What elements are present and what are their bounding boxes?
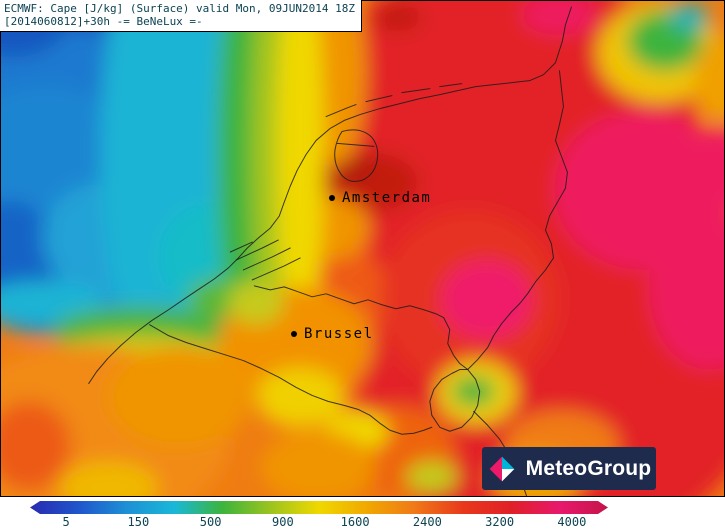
scale-tick-label: 900 [272, 515, 294, 529]
meteogroup-diamond-icon [489, 456, 515, 481]
scale-tick-label: 3200 [485, 515, 515, 529]
ijsselmeer-lake [334, 129, 379, 182]
cape-field-svg [1, 1, 724, 496]
chart-header: ECMWF: Cape [J/kg] (Surface) valid Mon, … [0, 0, 362, 32]
country-borders [88, 6, 572, 496]
color-scale-bar [30, 501, 608, 514]
cape-field-blobs [1, 1, 724, 496]
islands [325, 83, 463, 118]
coastline [88, 6, 572, 384]
delta-estuaries [229, 239, 301, 281]
border-be-fr [149, 324, 433, 435]
border-luxembourg [429, 369, 481, 432]
scale-tick-label: 4000 [557, 515, 587, 529]
cape-forecast-map: Amsterdam Brussel [0, 0, 725, 497]
scale-tick-label: 150 [127, 515, 150, 529]
meteogroup-wordmark: MeteoGroup [525, 456, 652, 480]
color-scale-labels: 5 150 500 900 1600 2400 3200 4000 [30, 514, 608, 529]
header-title-line: ECMWF: Cape [J/kg] (Surface) valid Mon, … [4, 2, 355, 15]
meteogroup-logo: MeteoGroup [482, 447, 656, 490]
border-nl-de [467, 70, 568, 371]
scale-tick-label: 500 [199, 515, 222, 529]
scale-tick-label: 2400 [412, 515, 442, 529]
header-run-line: [2014060812]+30h -= BeNeLux =- [4, 15, 203, 28]
scale-tick-label: 5 [62, 515, 70, 529]
border-nl-be [253, 285, 469, 371]
scale-tick-label: 1600 [340, 515, 370, 529]
color-scale: 5 150 500 900 1600 2400 3200 4000 [30, 501, 608, 529]
